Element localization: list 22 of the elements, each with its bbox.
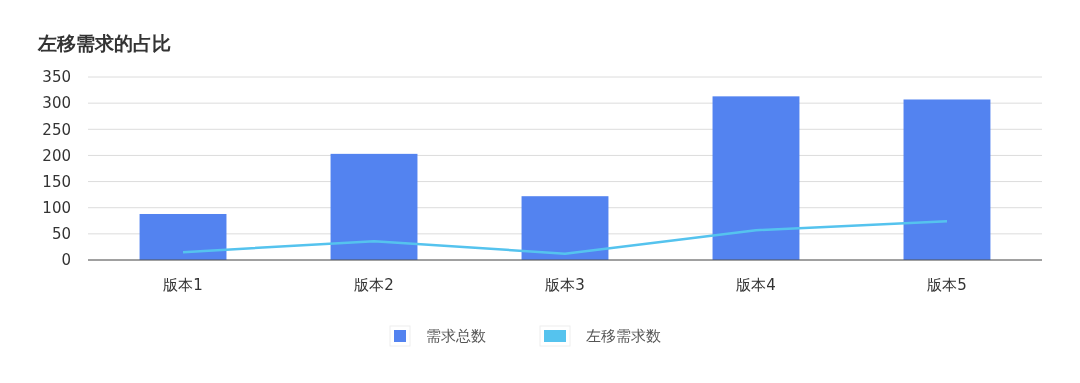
y-tick-label: 100 — [42, 198, 71, 217]
x-tick-label: 版本3 — [545, 276, 585, 294]
legend-label: 左移需求数 — [586, 327, 661, 346]
bar — [139, 213, 227, 260]
y-tick-label: 150 — [42, 172, 71, 191]
x-tick-label: 版本4 — [736, 276, 776, 294]
y-tick-label: 300 — [42, 94, 71, 113]
legend-label: 需求总数 — [426, 327, 486, 346]
line-series — [181, 220, 949, 255]
x-tick-label: 版本1 — [163, 276, 203, 294]
chart-title: 左移需求的占比 — [37, 32, 171, 54]
y-tick-label: 0 — [61, 251, 71, 270]
x-tick-label: 版本5 — [927, 276, 967, 294]
bar — [330, 153, 418, 260]
y-tick-label: 250 — [42, 120, 71, 139]
x-tick-label: 版本2 — [354, 276, 394, 294]
bar — [903, 99, 991, 260]
y-tick-label: 350 — [42, 68, 71, 87]
bar — [521, 196, 609, 260]
y-tick-label: 50 — [51, 225, 71, 244]
y-tick-label: 200 — [42, 146, 71, 165]
bar — [712, 96, 800, 260]
